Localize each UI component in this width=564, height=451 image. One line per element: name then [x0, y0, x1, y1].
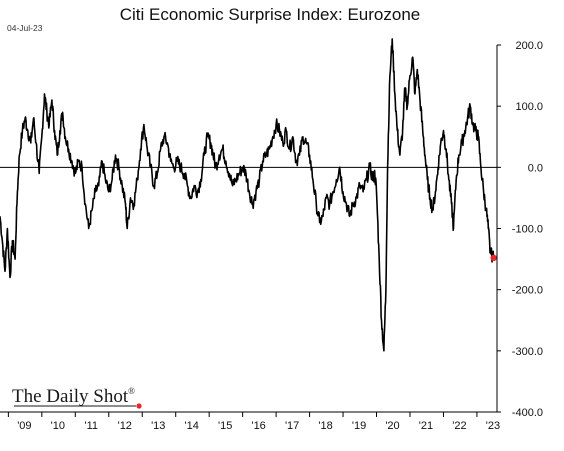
x-tick-label: '12	[118, 420, 132, 432]
x-tick-label: '16	[251, 420, 265, 432]
y-tick-label: 0.0	[528, 162, 543, 174]
brand-logo: The Daily Shot®	[12, 386, 142, 409]
brand-logo-text: The Daily Shot®	[12, 386, 135, 407]
registered-mark: ®	[128, 386, 135, 396]
x-tick-label: '21	[419, 420, 433, 432]
chart-title: Citi Economic Surprise Index: Eurozone	[120, 5, 420, 24]
x-axis: '09 '10 '11 '12 '13 '14 '15 '16 '17 '18 '19 '20 '21 '…	[0, 411, 500, 432]
date-stamp: 04-Jul-23	[7, 23, 43, 33]
brand-name: The Daily Shot	[12, 386, 129, 407]
x-tick-label: '17	[285, 420, 299, 432]
x-tick-label: '15	[218, 420, 232, 432]
y-axis: 200.0 100.0 0.0 -100.0 -200.0 -300.0 -400.0	[496, 40, 543, 419]
y-tick-label: -200.0	[512, 285, 543, 297]
last-point-marker	[490, 254, 497, 262]
x-tick-label: '19	[352, 420, 366, 432]
series-line	[0, 38, 495, 352]
x-tick-label: '23	[486, 420, 500, 432]
brand-dot	[136, 403, 142, 409]
x-tick-label: '10	[51, 420, 65, 432]
plot-area	[0, 38, 497, 352]
x-tick-label: '11	[85, 420, 99, 432]
y-tick-label: -100.0	[512, 224, 543, 236]
x-tick-label: '14	[185, 420, 199, 432]
y-tick-label: 100.0	[515, 101, 543, 113]
x-tick-label: '22	[452, 420, 466, 432]
x-tick-label: '20	[385, 420, 399, 432]
x-tick-label: '09	[17, 420, 31, 432]
x-tick-label: '18	[318, 420, 332, 432]
y-tick-label: 200.0	[515, 40, 543, 52]
x-tick-label: '13	[151, 420, 165, 432]
y-tick-label: -300.0	[512, 346, 543, 358]
y-tick-label: -400.0	[512, 407, 543, 419]
